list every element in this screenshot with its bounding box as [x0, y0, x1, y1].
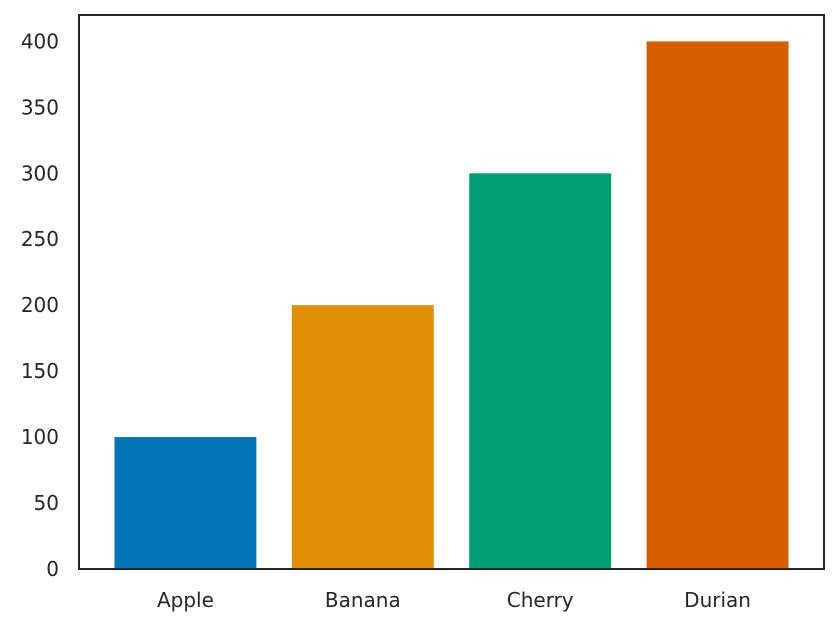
y-axis: 0 50 100 150 200 250 300 350 400 — [21, 29, 59, 581]
y-tick-label: 250 — [21, 227, 59, 251]
y-tick-label: 400 — [21, 29, 59, 53]
bar-apple — [114, 437, 257, 569]
y-tick-label: 300 — [21, 161, 59, 185]
y-tick-label: 150 — [21, 359, 59, 383]
x-tick-label-banana: Banana — [325, 588, 401, 612]
x-tick-label-apple: Apple — [157, 588, 214, 612]
y-tick-label: 200 — [21, 293, 59, 317]
x-tick-label-cherry: Cherry — [507, 588, 574, 612]
y-tick-label: 50 — [34, 491, 59, 515]
y-tick-label: 350 — [21, 95, 59, 119]
y-tick-label: 0 — [46, 557, 59, 581]
x-axis: Apple Banana Cherry Durian — [157, 588, 751, 612]
plot-frame — [78, 14, 825, 570]
bars-layer — [114, 41, 789, 570]
bar-durian — [646, 41, 789, 569]
x-tick-label-durian: Durian — [684, 588, 751, 612]
bar-banana — [291, 305, 434, 569]
y-tick-label: 100 — [21, 425, 59, 449]
bar-cherry — [469, 173, 612, 570]
